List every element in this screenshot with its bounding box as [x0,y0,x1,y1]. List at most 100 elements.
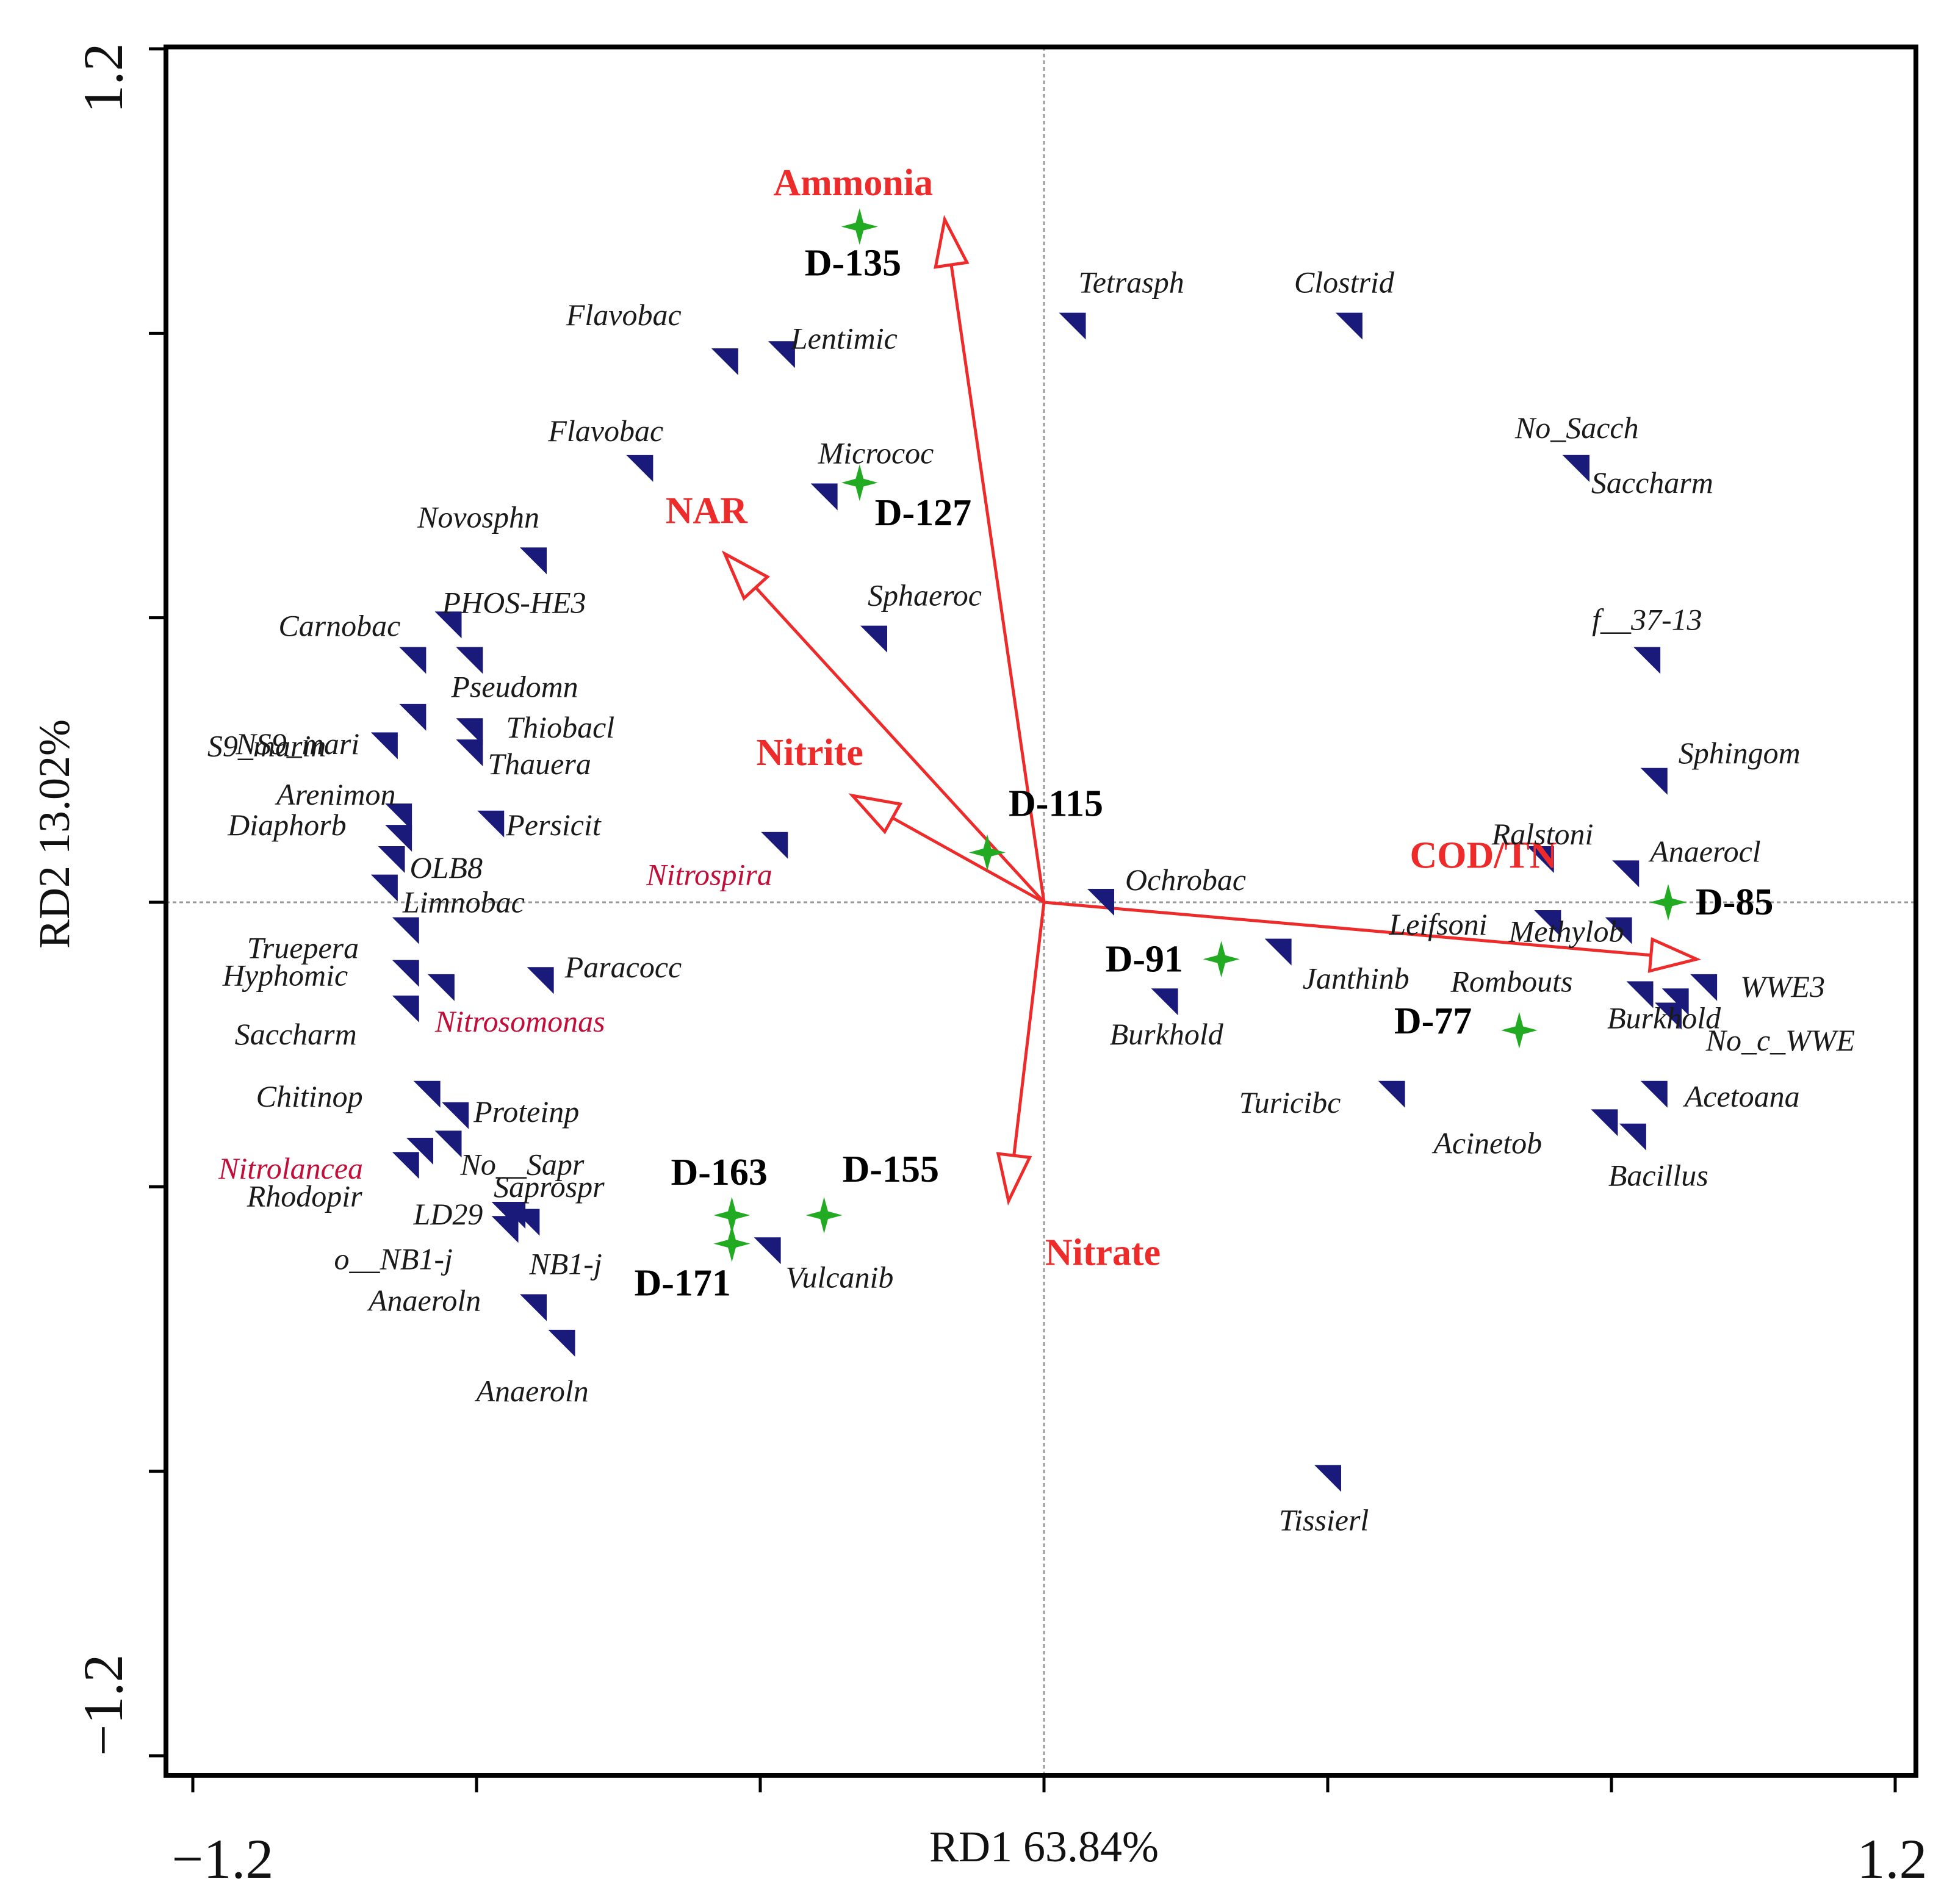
sample-marker-d-91 [1203,941,1240,978]
x-tick-min: −1.2 [172,1828,274,1890]
arrowhead-cod-tn [1647,937,1702,973]
species-marker-saccharm [392,995,419,1022]
species-marker-nb1-j [513,1209,540,1236]
species-marker-wwe3 [1690,974,1718,1001]
species-marker-chitinop [413,1080,441,1108]
axis-ticks [149,47,1897,1792]
species-marker-burkhold [1151,988,1178,1016]
sample-label-d-127: D-127 [875,492,971,534]
species-label-clostrid: Clostrid [1294,265,1395,300]
sample-label-d-91: D-91 [1106,938,1183,980]
species-marker-anaeroln [548,1329,575,1357]
species-marker-burkhold [1655,1002,1682,1030]
species-label-olb8: OLB8 [410,850,483,885]
species-label-arenimon: Arenimon [275,777,395,811]
species-marker-anaerocl [1612,860,1640,888]
species-label-ochrobac: Ochrobac [1125,863,1246,897]
species-marker-arenimon [385,803,412,831]
species-label-sphaeroc: Sphaeroc [868,578,982,613]
species-label-novosphn: Novosphn [417,500,539,534]
species-marker-s9-marin [370,732,398,760]
species-label-thiobacl: Thiobacl [506,710,614,744]
sample-label-d-115: D-115 [1009,783,1103,824]
species-marker-nitrosomonas [427,974,455,1001]
arrowhead-nitrate [996,1152,1032,1206]
species-marker-clostrid [1335,312,1363,340]
env-label-nar: NAR [666,490,749,532]
species-label-micrococ: Micrococ [818,436,934,470]
species-marker-novosphn [520,547,547,575]
sample-marker-d-77 [1500,1011,1538,1049]
species-label-diaphorb: Diaphorb [227,808,346,842]
arrowhead-ammonia [934,215,970,269]
species-marker-diaphorb [385,825,412,852]
species-marker-proteinp [442,1102,469,1129]
y-tick-min: −1.2 [72,1654,134,1756]
species-marker-olb8 [378,846,405,874]
sample-label-d-171: D-171 [635,1263,731,1304]
species-label-pseudomn: Pseudomn [450,670,578,704]
species-marker-truepera [392,917,419,944]
species-markers [370,312,1718,1492]
species-marker-micrococ [810,483,838,511]
species-label-burkhold: Burkhold [1110,1017,1224,1051]
species-marker-acetoana [1640,1080,1668,1108]
species-label-flavobac: Flavobac [566,298,682,332]
species-label-carnobac: Carnobac [278,609,400,643]
species-label-proteinp: Proteinp [473,1094,579,1129]
species-label-tissierl: Tissierl [1279,1503,1369,1537]
species-label-bacillus: Bacillus [1608,1159,1708,1193]
species-label-limnobac: Limnobac [402,885,525,919]
species-marker-ochrobac [1087,889,1114,916]
species-marker-paracocc [527,967,554,994]
species-marker-phos-he3 [434,611,462,639]
species-label-methylob: Methylob [1508,914,1624,949]
species-label-acetoana: Acetoana [1683,1079,1800,1113]
species-marker-tetrasph [1059,312,1086,340]
species-label-tetrasph: Tetrasph [1079,265,1184,300]
env-label-nitrate: Nitrate [1045,1232,1161,1274]
species-marker-ralstoni [1527,846,1554,874]
species-marker-carnobac [399,647,427,674]
species-label-saccharm: Saccharm [235,1017,357,1051]
species-label-nb1-j: NB1-j [528,1247,602,1281]
species-marker-anaeroln [520,1294,547,1321]
sample-label-d-77: D-77 [1394,1000,1472,1042]
species-marker-leifsoni [1534,910,1561,937]
species-marker-methylob [1605,917,1632,944]
species-label-anaeroln: Anaeroln [475,1374,589,1408]
species-marker-acinetob [1591,1109,1618,1137]
species-marker-sphingom [1640,767,1668,795]
species-label-saccharm: Saccharm [1591,465,1713,500]
species-marker-o-nb1-j [491,1216,519,1243]
arrow-nitrate [1012,902,1046,1156]
species-label-saprospr: Saprospr [494,1169,605,1204]
environmental-arrows [721,215,1702,1206]
arrowhead-nar [721,550,770,601]
species-marker-limnobac [370,874,398,902]
species-marker-bacillus [1619,1123,1646,1151]
plot-frame [164,45,1918,1778]
species-marker-janthinb [1264,938,1292,966]
species-label-hyphomic: Hyphomic [222,958,348,993]
sample-label-d-135: D-135 [805,242,901,284]
species-marker-thiobacl [456,718,483,745]
species-marker-flavobac [711,348,738,375]
sample-marker-d-163 [713,1197,751,1234]
species-marker-lentimic [768,341,795,368]
species-label-phos-he3: PHOS-HE3 [442,585,586,619]
species-marker-pseudomn [456,647,483,674]
species-marker-hyphomic [392,960,419,987]
species-marker-no-sapr [434,1130,462,1158]
arrow-ammonia [949,264,1046,903]
species-label-leifsoni: Leifsoni [1388,907,1487,941]
species-label-paracocc: Paracocc [564,950,682,984]
species-label-lentimic: Lentimic [790,321,898,355]
point-labels: Ammonia NAR Nitrite COD/TN Nitrate Tetrasph Cl… [207,162,1855,1537]
species-marker-nitrolancea [406,1138,433,1165]
species-label-wwe3: WWE3 [1740,969,1825,1004]
species-marker-rhodopir [392,1152,419,1179]
species-label-anaerocl: Anaerocl [1648,834,1760,868]
x-axis-title: RD1 63.84% [929,1822,1159,1871]
